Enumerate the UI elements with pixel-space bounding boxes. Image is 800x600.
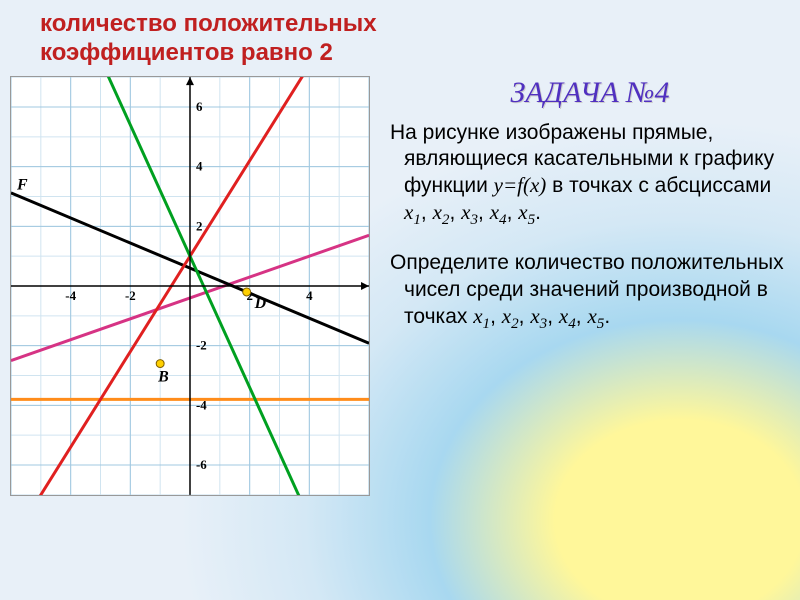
svg-text:-2: -2 xyxy=(196,337,207,352)
content-row: -4-224-6-4-2246FBD ЗАДАЧА №4 На рисунке … xyxy=(0,76,800,496)
p1-mid: в точках с абсциссами xyxy=(552,174,771,197)
points-list-2: x1, x2, x3, x4, x5 xyxy=(473,305,604,328)
paragraph-2: Определите количество положительных чисе… xyxy=(390,250,790,334)
svg-text:B: B xyxy=(157,368,169,385)
chart: -4-224-6-4-2246FBD xyxy=(10,76,370,496)
paragraph-1: На рисунке изображены прямые, являющиеся… xyxy=(390,120,790,231)
svg-text:6: 6 xyxy=(196,99,203,114)
svg-text:-4: -4 xyxy=(65,288,76,303)
svg-text:2: 2 xyxy=(196,218,202,233)
task-title: ЗАДАЧА №4 xyxy=(390,76,790,110)
header-line2: коэффициентов равно 2 xyxy=(40,39,333,66)
points-list-1: x1, x2, x3, x4, x5 xyxy=(404,201,535,224)
svg-text:4: 4 xyxy=(306,288,313,303)
problem-text: На рисунке изображены прямые, являющиеся… xyxy=(390,120,790,334)
svg-text:D: D xyxy=(254,294,267,311)
text-column: ЗАДАЧА №4 На рисунке изображены прямые, … xyxy=(370,76,790,496)
svg-text:-2: -2 xyxy=(125,288,136,303)
answer-header: количество положительных коэффициентов р… xyxy=(0,0,800,76)
chart-svg: -4-224-6-4-2246FBD xyxy=(11,77,369,495)
p1-post: . xyxy=(535,201,541,224)
p1-func: y=f(x) xyxy=(494,173,547,197)
svg-text:F: F xyxy=(16,176,28,193)
svg-text:-6: -6 xyxy=(196,457,207,472)
svg-text:-4: -4 xyxy=(196,397,207,412)
svg-text:4: 4 xyxy=(196,158,203,173)
header-line1: количество положительных xyxy=(40,10,377,37)
